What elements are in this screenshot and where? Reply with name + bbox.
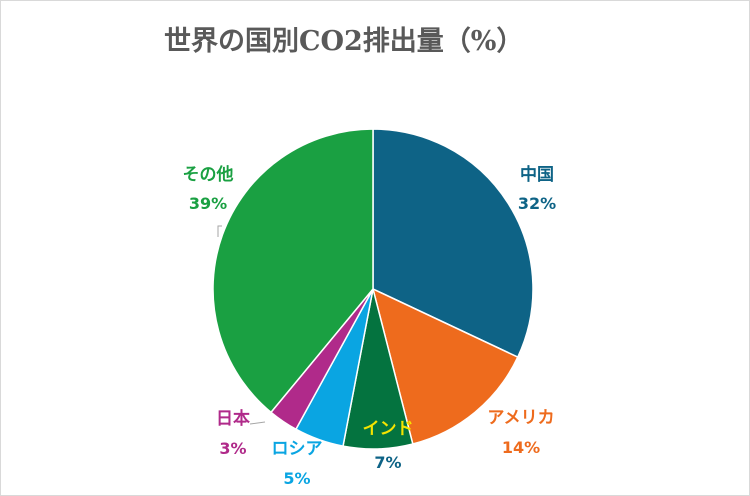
chart-title: 世界の国別CO2排出量（%） — [164, 26, 524, 57]
data-label-name-1: アメリカ — [487, 408, 554, 428]
data-label-name-2: インド — [363, 419, 414, 439]
pie-slice-1 — [371, 287, 519, 445]
leader-line-sonota — [217, 225, 222, 237]
data-label-value-4: 3% — [219, 439, 246, 458]
data-label-value-3: 5% — [283, 469, 310, 488]
data-label-name-3: ロシア — [272, 439, 323, 459]
pie-slice-5 — [212, 128, 374, 414]
leader-line-japan — [249, 421, 266, 425]
data-label-name-5: その他 — [183, 164, 234, 185]
data-label-name-4: 日本 — [216, 408, 250, 429]
data-label-value-5: 39% — [189, 194, 227, 213]
data-label-value-2: 7% — [374, 453, 401, 472]
data-label-value-1: 14% — [502, 438, 540, 457]
pie-slice-0 — [372, 128, 534, 359]
data-label-name-0: 中国 — [520, 164, 554, 185]
data-label-value-0: 32% — [518, 194, 556, 213]
